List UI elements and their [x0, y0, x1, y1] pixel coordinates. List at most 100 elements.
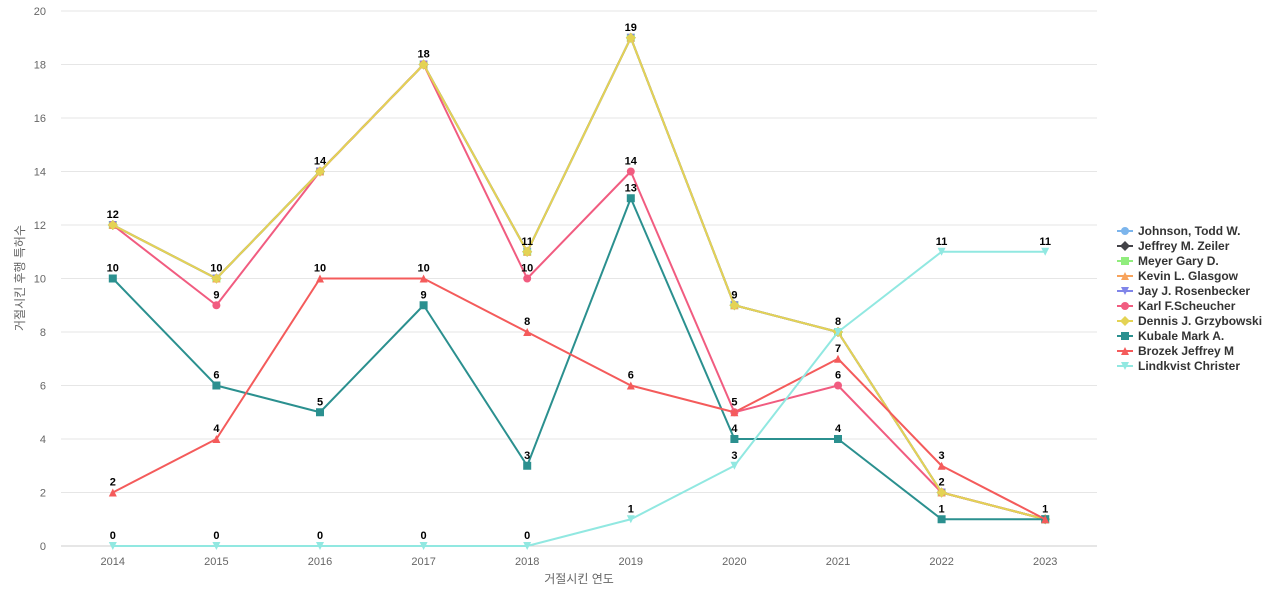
legend-item[interactable]: Lindkvist Christer — [1117, 359, 1240, 373]
x-tick-label: 2022 — [929, 556, 953, 568]
y-tick-label: 8 — [40, 327, 46, 339]
data-label: 10 — [521, 263, 533, 275]
data-point[interactable] — [730, 408, 739, 417]
data-label: 1 — [628, 503, 634, 515]
legend-marker — [1121, 272, 1129, 280]
data-point[interactable] — [315, 166, 325, 177]
data-label: 0 — [110, 530, 116, 542]
legend-label: Karl F.Scheucher — [1138, 299, 1236, 313]
data-point[interactable] — [626, 167, 635, 176]
legend-item[interactable]: Brozek Jeffrey M — [1117, 344, 1234, 358]
data-point[interactable] — [523, 461, 532, 470]
data-point[interactable] — [419, 274, 428, 283]
data-label: 1 — [1042, 503, 1048, 515]
legend-label: Lindkvist Christer — [1138, 359, 1240, 373]
series-group — [108, 60, 1050, 524]
legend-label: Johnson, Todd W. — [1138, 224, 1240, 238]
legend-item[interactable]: Jay J. Rosenbecker — [1117, 284, 1250, 298]
x-axis-title: 거절시킨 연도 — [544, 572, 614, 586]
data-label: 10 — [417, 263, 429, 275]
data-point[interactable] — [418, 59, 429, 70]
data-point[interactable] — [108, 542, 117, 550]
legend-label: Jay J. Rosenbecker — [1138, 284, 1250, 298]
legend-marker — [1121, 257, 1129, 265]
data-point[interactable] — [316, 274, 324, 283]
legend-item[interactable]: Karl F.Scheucher — [1117, 299, 1236, 313]
series-group — [108, 274, 1050, 524]
data-point[interactable] — [211, 273, 222, 284]
data-point[interactable] — [626, 515, 635, 524]
legend-label: Jeffrey M. Zeiler — [1138, 239, 1230, 253]
legend-item[interactable]: Johnson, Todd W. — [1117, 224, 1240, 238]
data-point[interactable] — [834, 381, 842, 390]
legend-item[interactable]: Meyer Gary D. — [1117, 254, 1219, 268]
data-point[interactable] — [316, 408, 324, 417]
data-label: 10 — [210, 263, 222, 275]
legend-marker — [1120, 316, 1130, 326]
data-point[interactable] — [212, 301, 221, 310]
data-label: 5 — [317, 396, 323, 408]
data-point[interactable] — [937, 247, 946, 256]
data-point[interactable] — [626, 194, 635, 203]
data-point[interactable] — [626, 381, 635, 390]
y-tick-label: 2 — [40, 488, 46, 500]
data-point[interactable] — [730, 435, 739, 443]
data-point[interactable] — [108, 488, 117, 497]
data-point[interactable] — [316, 542, 324, 550]
series-line — [112, 277, 1046, 521]
legend-label: Kevin L. Glasgow — [1138, 269, 1239, 283]
data-point[interactable] — [523, 542, 532, 550]
data-label: 9 — [213, 289, 219, 301]
legend-item[interactable]: Kevin L. Glasgow — [1117, 269, 1239, 283]
data-point[interactable] — [419, 542, 428, 550]
data-point[interactable] — [937, 461, 946, 470]
data-point[interactable] — [729, 300, 740, 311]
data-point[interactable] — [212, 381, 221, 390]
series-group — [108, 194, 1050, 524]
y-tick-label: 6 — [40, 381, 46, 393]
data-label: 3 — [731, 450, 737, 462]
data-label: 11 — [1039, 236, 1051, 248]
data-point[interactable] — [212, 435, 221, 443]
data-point[interactable] — [730, 461, 739, 470]
data-label: 1 — [939, 503, 945, 515]
y-tick-label: 12 — [34, 220, 46, 232]
data-point[interactable] — [212, 542, 221, 550]
x-tick-label: 2015 — [204, 556, 228, 568]
axes: 거절시킨 연도 거절시킨 후행 특허수 02468101214161820201… — [12, 6, 1097, 586]
data-point[interactable] — [834, 328, 842, 336]
data-point[interactable] — [937, 515, 946, 524]
legend-marker — [1121, 287, 1129, 295]
data-label: 8 — [835, 316, 841, 328]
data-point[interactable] — [834, 435, 842, 443]
data-label: 8 — [524, 316, 530, 328]
y-tick-label: 14 — [34, 167, 46, 179]
data-point[interactable] — [834, 354, 842, 363]
data-point[interactable] — [523, 274, 532, 283]
data-label: 0 — [317, 530, 323, 542]
series-line — [112, 63, 1046, 521]
data-point[interactable] — [522, 246, 533, 257]
data-label: 14 — [625, 156, 638, 168]
data-label: 0 — [524, 530, 530, 542]
data-point[interactable] — [108, 274, 117, 283]
data-label: 6 — [213, 370, 219, 382]
data-point[interactable] — [1041, 515, 1050, 524]
data-label: 11 — [521, 236, 533, 248]
legend-item[interactable]: Jeffrey M. Zeiler — [1117, 239, 1230, 253]
data-point[interactable] — [419, 301, 428, 310]
data-point[interactable] — [625, 32, 636, 43]
series — [107, 32, 1051, 550]
data-label: 9 — [731, 289, 737, 301]
data-point[interactable] — [1041, 247, 1050, 256]
data-label: 14 — [314, 156, 327, 168]
data-point[interactable] — [936, 487, 947, 498]
data-point[interactable] — [107, 220, 118, 230]
series-line — [112, 197, 1046, 521]
legend-item[interactable]: Dennis J. Grzybowski — [1117, 314, 1262, 328]
data-point[interactable] — [523, 328, 532, 336]
legend-item[interactable]: Kubale Mark A. — [1117, 329, 1224, 343]
data-label: 4 — [731, 423, 738, 435]
